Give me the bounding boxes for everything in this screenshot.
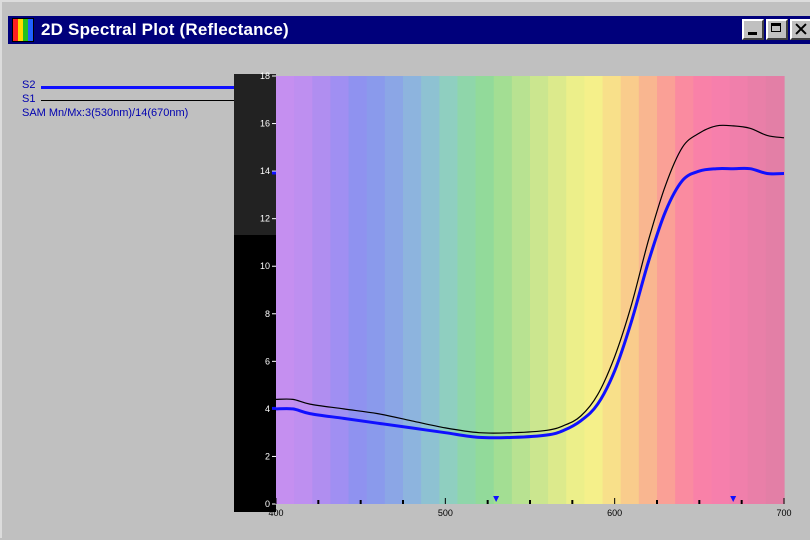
legend-item-s1: S1 [16,93,236,107]
spectrum-band [729,76,749,504]
legend-item-s2: S2 [16,79,236,93]
spectrum-band [711,76,731,504]
spectrum-band [493,76,513,504]
legend-label-s1: S1 [22,93,36,105]
spectrum-band [457,76,477,504]
series-line-s2 [275,166,785,440]
spectrum-band [330,76,350,504]
series-lines [275,124,785,440]
spectrum-band [620,76,640,504]
spectrum-band [511,76,531,504]
legend-label-sam: SAM Mn/Mx:3(530nm)/14(670nm) [22,107,189,119]
y-tick-label: 6 [265,356,270,366]
x-tick-label: 500 [438,508,453,518]
window-controls [742,19,810,40]
legend-swatch-s2 [41,86,236,89]
spectrum-band [439,76,459,504]
spectrum-band [638,76,658,504]
y-tick-label: 16 [260,119,270,129]
spectrum-band [765,76,785,504]
x-axis-ticks: 400 500 600 700 [268,498,792,518]
spectrum-band [294,76,313,504]
spectrum-app-icon [12,18,34,42]
x-tick-label: 700 [776,508,791,518]
spectrum-band [276,76,295,504]
plot-client-area: S2 S1 SAM Mn/Mx:3(530nm)/14(670nm) 0 2 4 6 [8,44,810,540]
legend: S2 S1 SAM Mn/Mx:3(530nm)/14(670nm) [16,79,236,121]
minimize-button[interactable] [742,19,764,40]
spectral-chart[interactable]: 0 2 4 6 8 10 12 14 16 18 400 500 600 700 [8,44,810,540]
wavelength-marker [730,496,737,502]
y-end-marker-s2 [272,171,276,175]
close-button[interactable] [790,19,810,40]
y-axis-panel-lower [234,235,276,512]
wavelength-marker [493,496,500,502]
y-tick-label: 10 [260,261,270,271]
y-start-marker-s2 [272,406,276,410]
spectrum-band [348,76,368,504]
legend-swatch-s1 [41,100,236,101]
spectrum-band [384,76,404,504]
spectrum-band [566,76,586,504]
spectrum-background [276,76,785,504]
spectrum-band [312,76,332,504]
series-line-s1 [275,124,785,434]
y-tick-label: 2 [265,451,270,461]
spectrum-band [366,76,386,504]
spectrum-band [675,76,694,504]
spectrum-band [584,76,604,504]
spectrum-band [747,76,767,504]
legend-label-s2: S2 [22,79,36,91]
spectrum-band [403,76,422,504]
x-tick-label: 600 [607,508,622,518]
spectrum-band [602,76,622,504]
legend-item-sam: SAM Mn/Mx:3(530nm)/14(670nm) [16,107,236,121]
y-tick-label: 14 [260,166,270,176]
y-tick-label: 12 [260,214,270,224]
spectrum-band [693,76,713,504]
y-tick-label: 0 [265,499,270,509]
spectrum-band [530,76,549,504]
maximize-button[interactable] [766,19,788,40]
spectrum-band [475,76,495,504]
y-axis-ticks: 0 2 4 6 8 10 12 14 16 18 [260,71,276,509]
y-axis-panel [234,74,276,235]
title-bar[interactable]: 2D Spectral Plot (Reflectance) [8,16,810,44]
y-tick-label: 4 [265,404,270,414]
spectrum-band [421,76,440,504]
y-tick-label: 8 [265,309,270,319]
spectrum-band [657,76,676,504]
window-title: 2D Spectral Plot (Reflectance) [41,20,289,39]
x-tick-label: 400 [268,508,283,518]
y-tick-label: 18 [260,71,270,81]
wavelength-markers [272,171,737,502]
spectrum-band [548,76,567,504]
